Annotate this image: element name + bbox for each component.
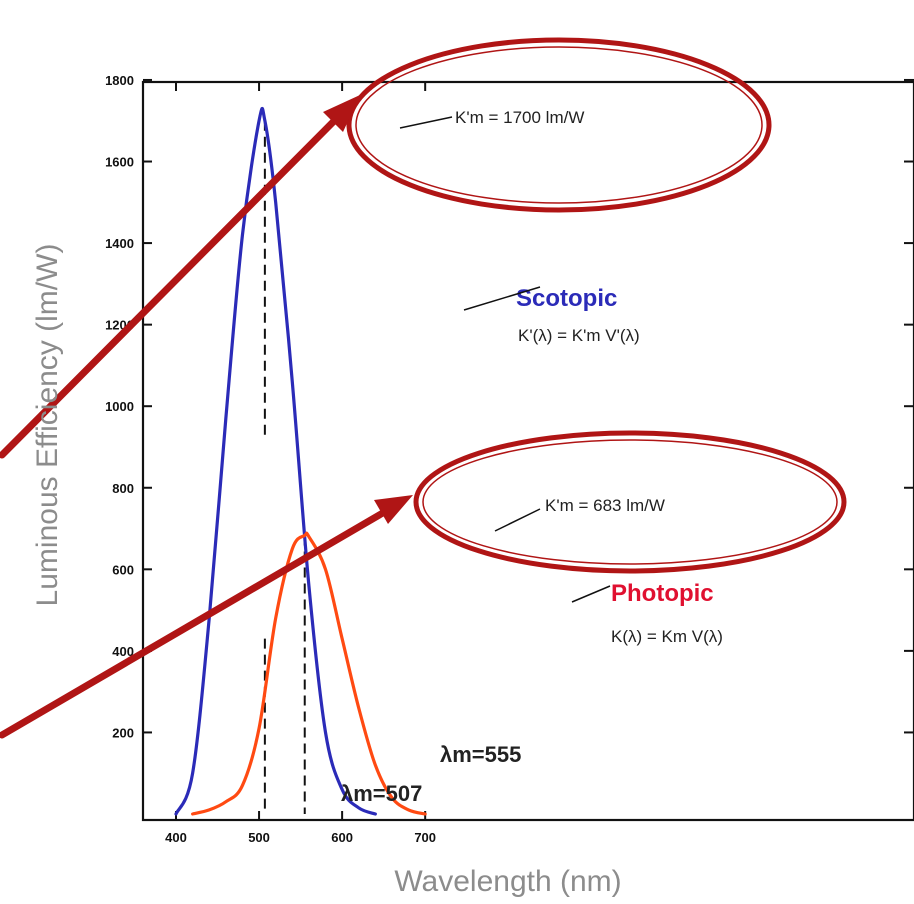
highlight-ellipse-photopic-peak (413, 430, 847, 574)
series-line-photopic (191, 531, 427, 816)
photopic-lambda-label: λm=555 (440, 742, 521, 767)
highlight-arrow-lower-shaft (0, 503, 397, 739)
photopic-pointer (571, 585, 611, 603)
scotopic-peak-label: K'm = 1700 lm/W (455, 108, 584, 127)
y-tick-label-200: 200 (112, 725, 134, 740)
highlight-arrow-upper-shaft (0, 108, 347, 459)
y-tick-label-1600: 1600 (105, 155, 134, 170)
scotopic-formula: K'(λ) = K'm V'(λ) (518, 326, 640, 345)
highlight-arrow-lower-head (374, 495, 413, 524)
photopic-peak-pointer (494, 508, 541, 532)
y-tick-label-600: 600 (112, 562, 134, 577)
photopic-formula: K(λ) = Km V(λ) (611, 627, 723, 646)
x-tick-label-400: 400 (165, 830, 187, 845)
highlight-ellipse-scotopic-peak-inner (355, 46, 763, 204)
photopic-series-label: Photopic (611, 580, 714, 607)
peak-markers (263, 120, 306, 814)
y-tick-label-1800: 1800 (105, 73, 134, 88)
photopic-peak-label: K'm = 683 lm/W (545, 496, 665, 515)
series-line-scotopic (174, 106, 377, 816)
scotopic-peak-pointer (399, 116, 453, 129)
axis-ticks (143, 78, 914, 820)
y-tick-label-1400: 1400 (105, 236, 134, 251)
x-tick-label-500: 500 (248, 830, 270, 845)
series-curves (174, 106, 427, 816)
y-tick-label-800: 800 (112, 481, 134, 496)
y-tick-label-1000: 1000 (105, 399, 134, 414)
scotopic-lambda-label: λm=507 (341, 781, 422, 806)
highlight-arrow-upper-head (323, 95, 360, 132)
y-tick-label-400: 400 (112, 644, 134, 659)
x-tick-label-700: 700 (414, 830, 436, 845)
x-tick-label-600: 600 (331, 830, 353, 845)
highlight-ellipse-scotopic-peak (346, 37, 772, 213)
plot-frame (141, 80, 914, 822)
x-axis-title: Wavelength (nm) (394, 865, 621, 898)
scotopic-pointer (463, 286, 541, 311)
highlight-overlays (0, 37, 847, 739)
highlight-ellipse-photopic-peak-inner (422, 439, 838, 565)
